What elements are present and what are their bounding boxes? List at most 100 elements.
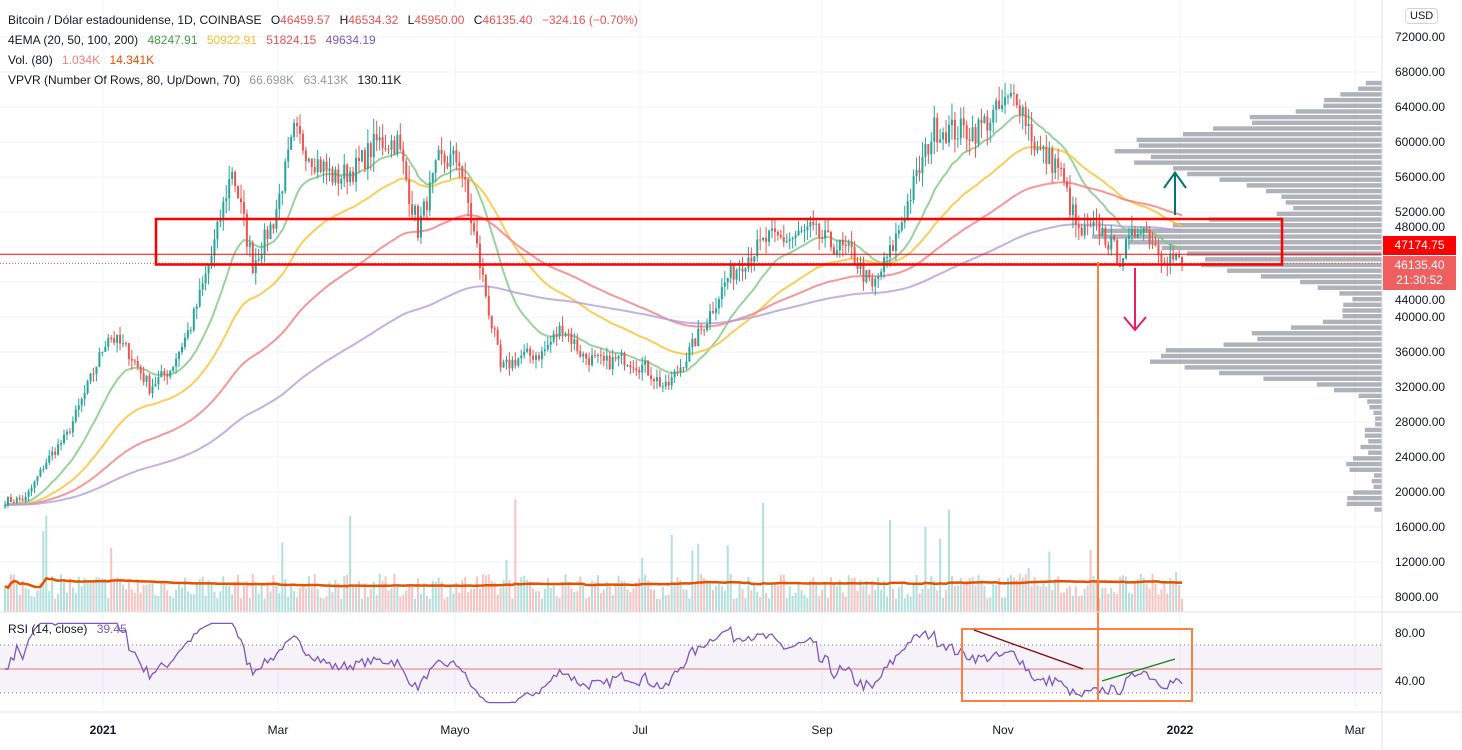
vpvr-row [1352,296,1382,302]
ema-legend[interactable]: 4EMA (20, 50, 100, 200) 48247.91 50922.9… [8,33,382,47]
candle-body [768,230,771,243]
candle-body [714,308,717,313]
volume-bar [166,590,169,612]
candle-body [1160,254,1163,263]
volume-bar [847,575,850,612]
volume-bar [476,576,478,612]
candle-body [287,149,290,162]
candle-body [266,229,269,239]
volume-bars [4,499,1184,612]
volume-bar [511,598,514,612]
candle-body [747,257,750,269]
volume-bar [63,579,65,612]
volume-bar [1080,595,1083,612]
vpvr-up-value: 66.698K [249,73,295,87]
candle-body [166,374,169,377]
candle-body [1130,228,1133,236]
volume-bar [800,590,803,612]
volume-bar [635,582,638,612]
volume-bar [12,574,15,612]
volume-bar [260,584,263,612]
candle-body [201,283,204,290]
candle-body [933,117,936,142]
candle-body [998,100,1001,110]
candle-body [927,144,930,155]
rsi-divergence-box-2 [1097,628,1193,702]
volume-bar [821,589,824,612]
volume-bar [1042,582,1045,612]
volume-bar [116,577,119,612]
candle-body [310,158,313,168]
candle-body [101,351,104,353]
candle-body [1030,124,1033,142]
rsi-legend[interactable]: RSI (14, close) 39.45 [8,622,133,636]
vpvr-row [1281,194,1382,199]
candle-body [86,381,89,393]
volume-bar [523,575,526,612]
volume-bar [596,575,599,612]
vpvr-row [1346,501,1382,507]
candle-body [186,330,189,338]
volume-bar [537,591,540,612]
candle-body [95,366,98,374]
volume-bar [65,592,68,612]
symbol-legend: Bitcoin / Dólar estadounidense, 1D, COIN… [8,13,644,27]
volume-bar [254,581,257,612]
volume-bar [549,587,552,612]
volume-bar [986,598,989,612]
price-tick: 48000.00 [1395,220,1445,234]
vpvr-legend[interactable]: VPVR (Number Of Rows, 80, Up/Down, 70) 6… [8,73,407,87]
candle-body [664,381,667,387]
candle-body [1092,221,1095,227]
volume-bar [228,585,231,612]
candle-body [428,182,431,211]
candle-body [918,169,921,174]
volume-bar [924,526,927,612]
volume-bar [874,589,877,612]
candle-body [832,247,835,255]
currency-button[interactable]: USD [1405,8,1439,24]
candle-body [1063,168,1066,182]
candle-body [939,139,942,143]
ema50-value: 50922.91 [206,33,257,47]
vpvr-row [1342,314,1382,319]
volume-bar [240,598,242,612]
volume-bar [1119,576,1122,612]
volume-bar [42,531,45,612]
volume-bar [1181,598,1184,612]
volume-bar [856,590,859,612]
candle-body [644,361,647,365]
volume-bar [998,577,1001,612]
volume-bar [36,590,39,612]
candle-body [360,150,363,162]
candle-body [803,230,806,232]
candle-body [1169,254,1172,265]
volume-bar [378,573,381,612]
volume-bar [776,585,779,612]
candle-body [1042,146,1045,150]
volume-bar [387,590,390,612]
volume-bar [865,581,868,612]
resistance-zone-box [154,217,1284,266]
candle-body [555,333,558,336]
vpvr-row [1324,97,1382,103]
candle-body [703,329,706,331]
volume-bar [1071,596,1074,612]
symbol-title: Bitcoin / Dólar estadounidense, 1D, COIN… [8,13,262,27]
volume-bar [148,583,151,612]
volume-bar [546,578,549,612]
candle-body [77,405,80,410]
candle-body [1012,92,1015,94]
candle-body [962,118,965,126]
candle-body [393,140,396,154]
volume-bar [676,577,679,612]
candle-body [242,202,245,214]
candle-body [496,329,499,345]
price-tick: 72000.00 [1395,30,1445,44]
volume-bar [1083,588,1086,612]
candle-body [30,487,33,492]
volume-bar [1169,578,1172,612]
volume-bar [1092,575,1095,612]
volume-legend[interactable]: Vol. (80) 1.034K 14.341K [8,53,160,67]
